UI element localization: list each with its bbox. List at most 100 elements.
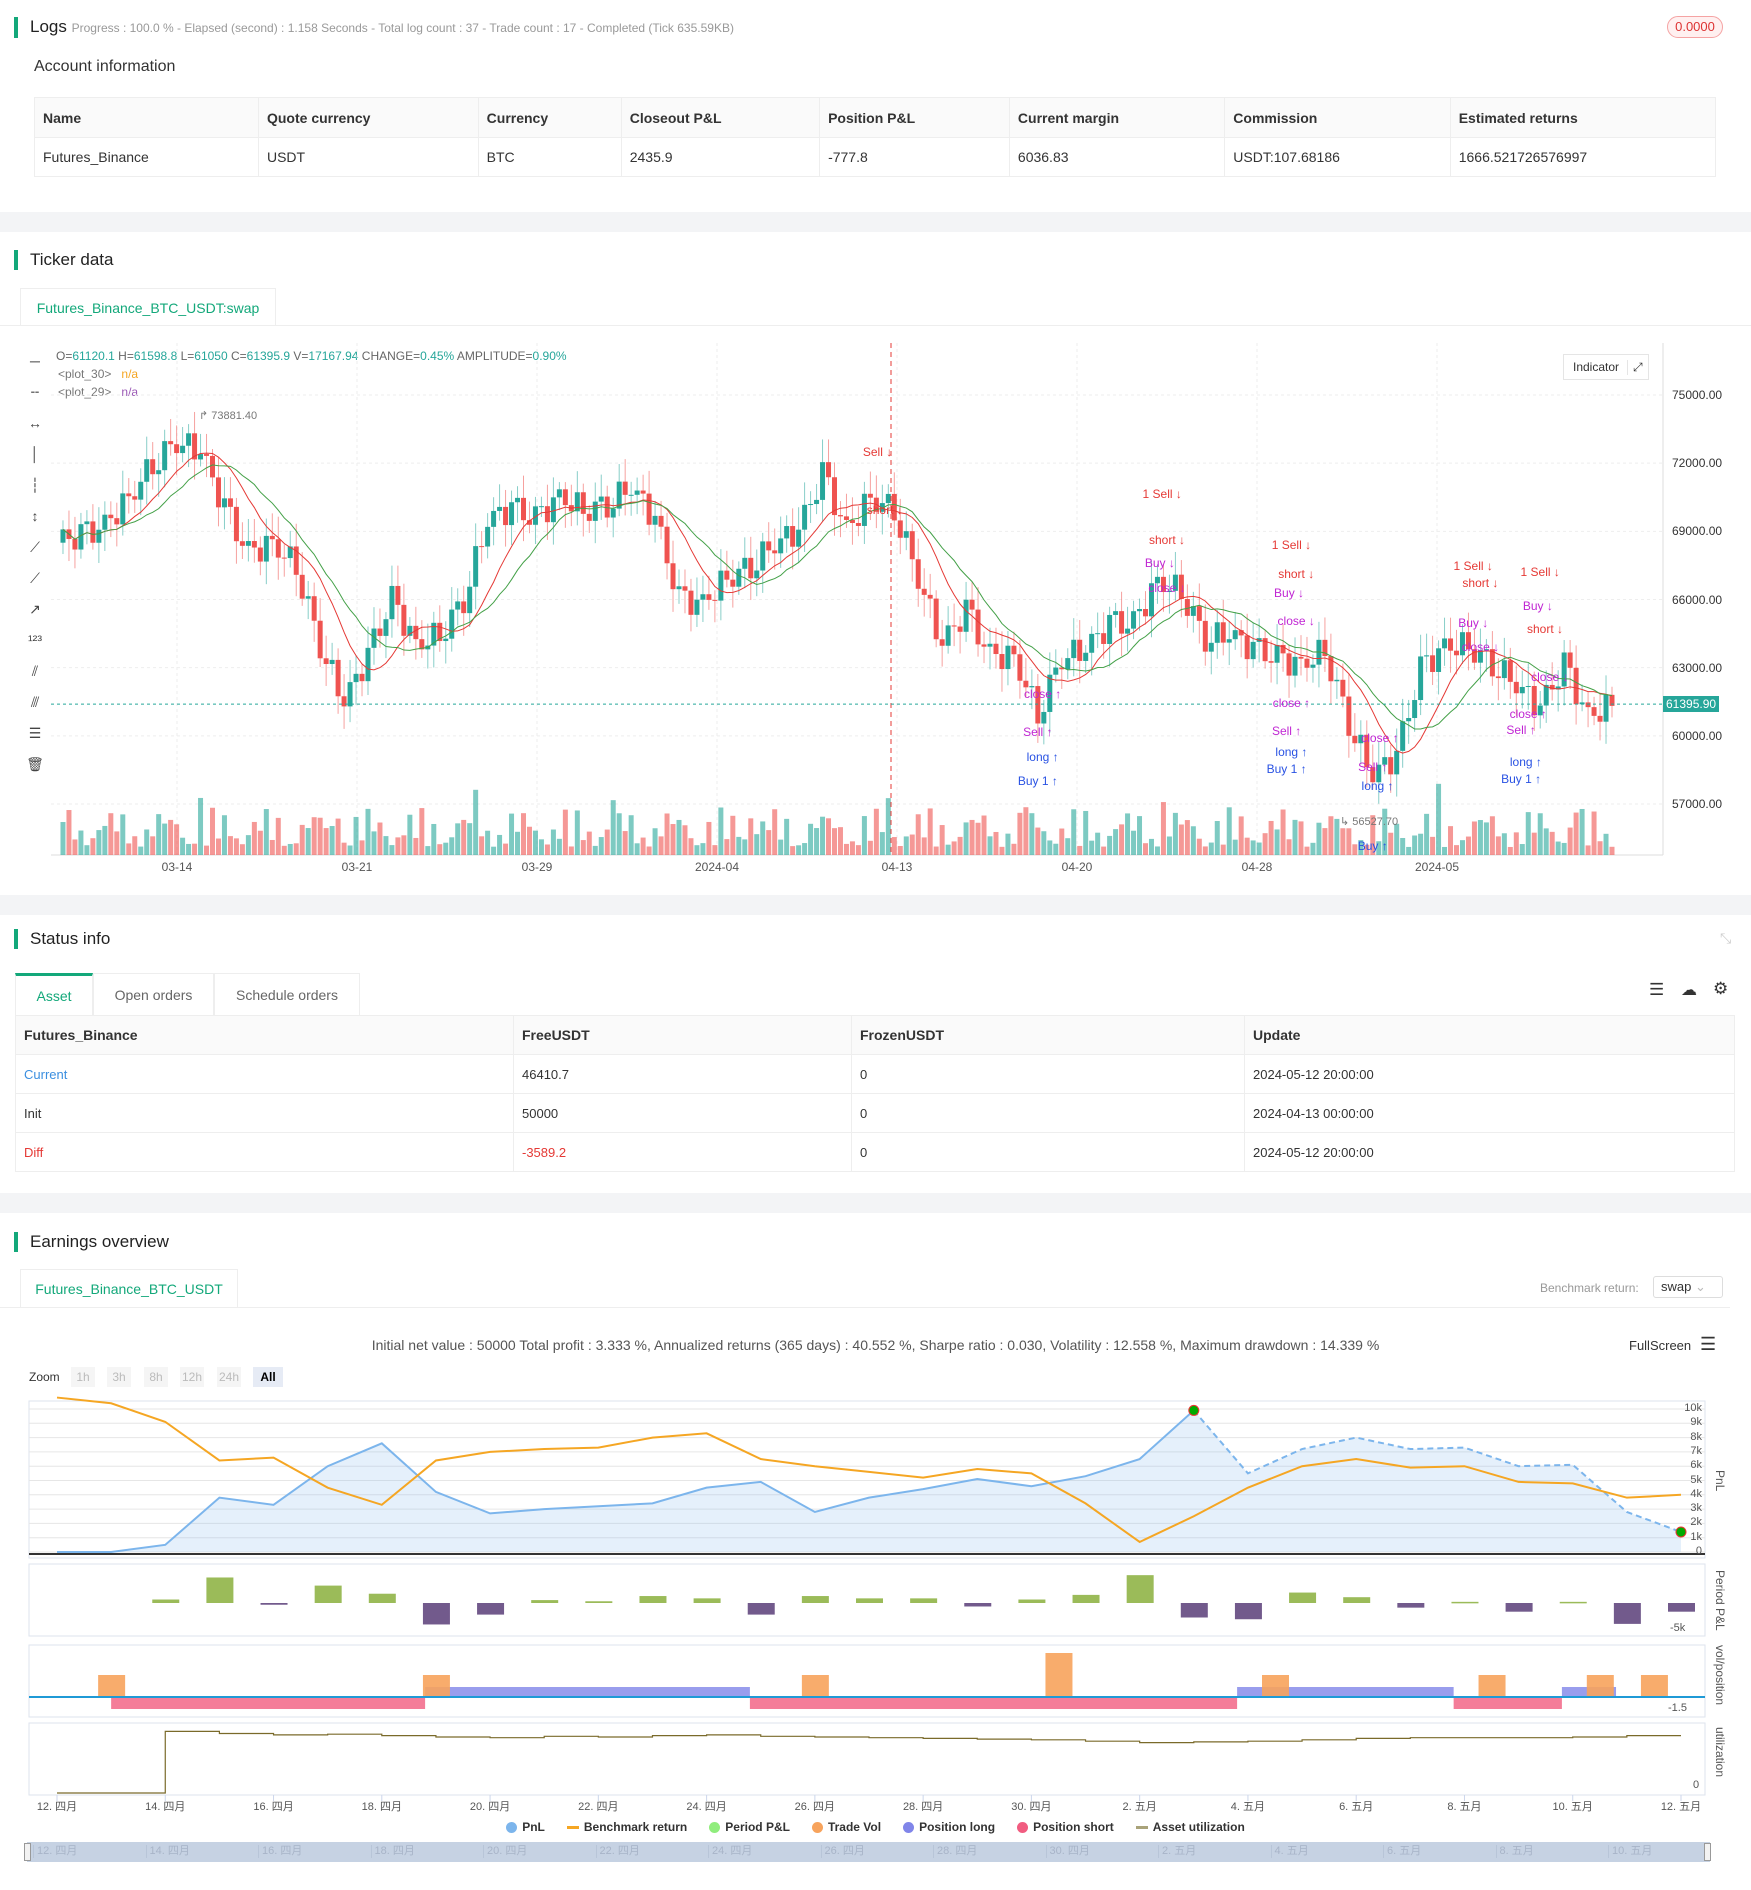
volume-bar	[975, 822, 981, 855]
volume-bar	[1095, 832, 1101, 855]
cloud-download-icon[interactable]: ☁	[1681, 982, 1697, 999]
volume-bar	[281, 845, 287, 855]
parallel-channel-icon[interactable]: ⫽	[31, 663, 39, 679]
menu-icon[interactable]: ☰	[1700, 1334, 1717, 1354]
tab-asset[interactable]: Asset	[15, 973, 93, 1015]
expand-icon[interactable]: ⤢	[1626, 359, 1648, 375]
volume-bar	[592, 845, 598, 855]
indicator-button[interactable]: Indicator ⤢	[1563, 354, 1649, 380]
legend-item-pnl[interactable]: PnL	[506, 1820, 545, 1834]
trade-marker: short ↓	[867, 503, 903, 517]
tab-ticker-symbol[interactable]: Futures_Binance_BTC_USDT:swap	[20, 288, 276, 326]
legend-item-trade-vol[interactable]: Trade Vol	[811, 1820, 881, 1834]
candle-body	[1579, 702, 1585, 705]
col-header: Currency	[477, 97, 622, 138]
ray-line-icon[interactable]: ⟋	[30, 570, 40, 586]
candle-body	[1406, 718, 1412, 722]
zoom-24h-button[interactable]: 24h	[217, 1367, 241, 1387]
date-tick-label: 6. 五月	[1339, 1801, 1374, 1813]
price-label-icon[interactable]: ¹²³	[28, 632, 42, 648]
vertical-ray-icon[interactable]: ┆	[30, 477, 40, 493]
candlestick-chart[interactable]	[0, 0, 1751, 870]
c-label: C=	[227, 349, 247, 363]
volume-bar	[1274, 829, 1280, 855]
legend-item-benchmark-return[interactable]: Benchmark return	[566, 1820, 687, 1834]
row-label-current[interactable]: Current	[15, 1054, 514, 1094]
trash-icon[interactable]: 🗑	[26, 756, 44, 772]
trend-line-icon[interactable]: ⟋	[30, 539, 40, 555]
cell: BTC	[477, 137, 622, 177]
extended-line-icon[interactable]: ↗	[29, 601, 41, 617]
fib-icon[interactable]: ⫻	[30, 694, 40, 710]
candle-body	[1107, 614, 1113, 644]
period-pnl-bar	[747, 1603, 775, 1615]
candle-body	[1358, 734, 1364, 744]
trade-marker: close ↑	[1510, 707, 1547, 721]
account-info-title: Account information	[34, 58, 176, 75]
zoom-all-button[interactable]: All	[253, 1367, 283, 1387]
collapse-icon[interactable]: ⤡	[1720, 930, 1732, 946]
volume-bar	[1537, 813, 1543, 855]
candle-body	[1232, 630, 1238, 640]
date-tick-label: 24. 四月	[686, 1801, 727, 1813]
list-icon[interactable]: ☰	[1649, 980, 1665, 999]
volume-bar	[694, 845, 700, 855]
candle-body	[682, 586, 688, 591]
volume-bar	[736, 836, 742, 855]
cell: USDT:107.68186	[1224, 137, 1451, 177]
v-label: V=	[290, 349, 309, 363]
volume-bar	[1436, 783, 1442, 855]
candle-body	[1483, 649, 1489, 651]
fib-levels-icon[interactable]: ☰	[28, 725, 42, 741]
candle-body	[640, 490, 646, 494]
tab-open-orders[interactable]: Open orders	[93, 973, 214, 1015]
candle-body	[90, 521, 96, 543]
vertical-segment-icon[interactable]: ↕	[31, 508, 39, 524]
position-short-bar	[1453, 1697, 1562, 1709]
candle-body	[192, 433, 198, 460]
tab-schedule-orders[interactable]: Schedule orders	[214, 973, 360, 1015]
panel-frame	[28, 1563, 1706, 1637]
horizontal-line-icon[interactable]: ─	[30, 353, 40, 369]
volume-bar	[114, 831, 120, 855]
volume-bar	[670, 824, 676, 855]
horizontal-segment-icon[interactable]: ↔	[28, 415, 42, 431]
date-tick-label: 12. 五月	[1660, 1801, 1702, 1813]
zoom-8h-button[interactable]: 8h	[144, 1367, 168, 1387]
benchmark-select[interactable]: swap ⌄	[1653, 1276, 1723, 1298]
navigator-left-handle[interactable]	[24, 1843, 31, 1861]
zoom-3h-button[interactable]: 3h	[107, 1367, 131, 1387]
candle-body	[1077, 639, 1083, 661]
horizontal-ray-icon[interactable]: ╌	[30, 384, 40, 400]
candle-body	[431, 622, 437, 646]
tab-earnings-symbol[interactable]: Futures_Binance_BTC_USDT	[20, 1269, 238, 1307]
period-pnl-bar	[260, 1603, 288, 1605]
legend-item-position-short[interactable]: Position short	[1017, 1820, 1114, 1834]
change-label: CHANGE=	[358, 349, 421, 363]
navigator-right-handle[interactable]	[1704, 1843, 1711, 1861]
fullscreen-button[interactable]: FullScreen	[1629, 1338, 1692, 1353]
candle-body	[772, 550, 778, 554]
candle-body	[939, 639, 945, 646]
zoom-12h-button[interactable]: 12h	[180, 1367, 204, 1387]
legend-item-asset-utilization[interactable]: Asset utilization	[1135, 1820, 1245, 1834]
navigator-scrollbar[interactable]	[27, 1842, 1710, 1862]
volume-bar	[156, 814, 162, 855]
zoom-1h-button[interactable]: 1h	[71, 1367, 95, 1387]
pnl-tick-label: 4k	[1690, 1487, 1702, 1500]
candle-body	[509, 502, 515, 526]
trade-marker-label: short	[1526, 622, 1554, 637]
arrow-up-icon: ↑	[1532, 754, 1542, 769]
account-table: Name Quote currency Currency Closeout P&L Po…	[34, 97, 1717, 177]
legend-item-period-p-l[interactable]: Period P&L	[709, 1820, 790, 1834]
navigator-tick-label: 8. 五月	[1495, 1845, 1534, 1858]
high-price-label: ↱ 73881.40	[199, 410, 258, 422]
vertical-line-icon[interactable]: │	[30, 446, 40, 462]
legend-item-position-long[interactable]: Position long	[903, 1820, 995, 1834]
settings-gear-icon[interactable]: ⚙	[1713, 979, 1729, 998]
candle-body	[311, 596, 317, 621]
date-tick-label: 26. 四月	[794, 1801, 836, 1813]
volume-bar	[652, 828, 658, 855]
candle-body	[365, 647, 371, 682]
